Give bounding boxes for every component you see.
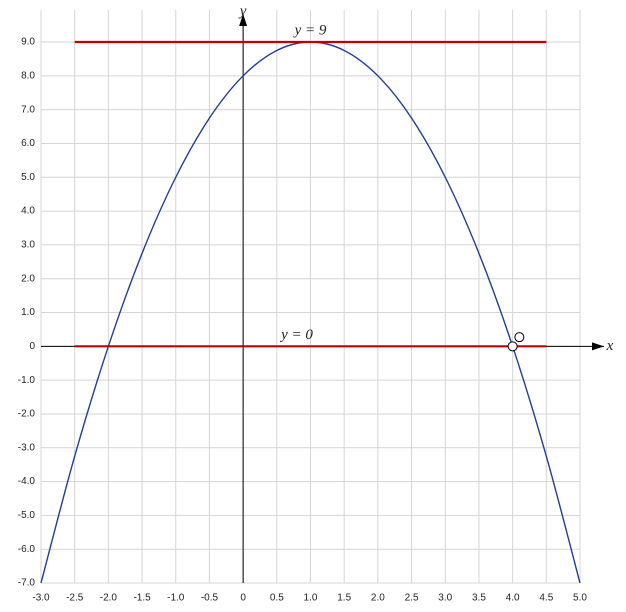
annotation: y = 9 <box>293 22 327 38</box>
y-tick-label: -7.0 <box>18 578 36 589</box>
x-tick-label: 2.0 <box>371 593 385 604</box>
y-tick-label: -3.0 <box>18 442 36 453</box>
y-tick-label: 2.0 <box>21 273 35 284</box>
y-tick-label: 6.0 <box>21 138 35 149</box>
x-tick-label: 5.0 <box>573 593 587 604</box>
annotation: y = 0 <box>279 327 313 343</box>
x-axis-arrow <box>592 342 604 351</box>
y-tick-label: -5.0 <box>18 510 36 521</box>
x-tick-label: 4.0 <box>506 593 520 604</box>
y-tick-label: 5.0 <box>21 172 35 183</box>
y-tick-label: 3.0 <box>21 240 35 251</box>
x-tick-label: 3.0 <box>438 593 452 604</box>
y-tick-label: -6.0 <box>18 544 36 555</box>
y-tick-label: -1.0 <box>18 375 36 386</box>
y-tick-label: -2.0 <box>18 409 36 420</box>
y-tick-label: 4.0 <box>21 206 35 217</box>
x-tick-label: -1.0 <box>167 593 185 604</box>
y-tick-label: 8.0 <box>21 70 35 81</box>
open-point <box>507 341 518 352</box>
x-tick-label: -0.5 <box>201 593 219 604</box>
x-axis-label: x <box>606 338 614 354</box>
x-tick-label: 1.5 <box>337 593 351 604</box>
x-tick-label: 0.5 <box>270 593 284 604</box>
y-tick-label: -4.0 <box>18 476 36 487</box>
x-tick-label: -2.5 <box>66 593 84 604</box>
x-tick-label: 2.5 <box>405 593 419 604</box>
open-point <box>514 332 525 343</box>
y-tick-label: 9.0 <box>21 37 35 48</box>
x-tick-label: 0 <box>240 593 246 604</box>
y-axis-arrow <box>239 14 248 26</box>
x-tick-label: 3.5 <box>472 593 486 604</box>
x-tick-label: -3.0 <box>32 593 50 604</box>
x-tick-label: 4.5 <box>539 593 553 604</box>
x-tick-label: 1.0 <box>304 593 318 604</box>
y-tick-label: 7.0 <box>21 104 35 115</box>
x-tick-label: -1.5 <box>133 593 151 604</box>
x-tick-label: -2.0 <box>100 593 118 604</box>
y-tick-label: 0 <box>29 341 35 352</box>
y-tick-label: 1.0 <box>21 307 35 318</box>
y-axis-label: y <box>238 3 247 19</box>
